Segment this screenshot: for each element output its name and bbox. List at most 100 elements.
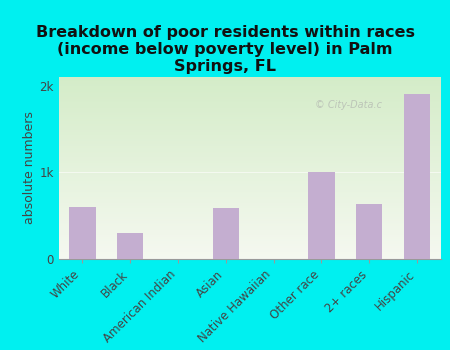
Bar	[58, 148, 441, 150]
Bar	[58, 159, 441, 161]
Bar	[58, 110, 441, 112]
Bar	[58, 188, 441, 190]
Bar	[58, 244, 441, 246]
Bar	[58, 190, 441, 192]
Bar	[58, 172, 441, 174]
Bar	[58, 95, 441, 97]
Bar	[58, 113, 441, 115]
Bar	[58, 224, 441, 226]
Bar	[58, 122, 441, 124]
Bar	[58, 248, 441, 250]
Bar	[58, 103, 441, 104]
Bar	[58, 84, 441, 86]
Bar	[58, 170, 441, 172]
Bar	[58, 199, 441, 201]
Bar	[58, 164, 441, 166]
Bar	[58, 128, 441, 130]
Bar	[58, 77, 441, 79]
Bar	[58, 79, 441, 80]
Bar	[58, 210, 441, 212]
Bar	[58, 257, 441, 259]
Bar	[58, 104, 441, 106]
Bar	[58, 137, 441, 139]
Bar	[58, 93, 441, 95]
Bar	[58, 212, 441, 214]
Bar	[58, 206, 441, 208]
Bar	[58, 157, 441, 159]
Bar	[58, 132, 441, 133]
Bar	[58, 126, 441, 128]
Bar	[58, 99, 441, 101]
Bar	[58, 155, 441, 157]
Bar	[58, 174, 441, 175]
Bar	[58, 130, 441, 132]
Bar	[58, 177, 441, 179]
Bar	[58, 217, 441, 219]
Bar	[58, 166, 441, 168]
Bar	[58, 97, 441, 99]
Bar	[58, 135, 441, 137]
Bar	[58, 203, 441, 204]
Y-axis label: absolute numbers: absolute numbers	[23, 112, 36, 224]
Bar	[58, 108, 441, 110]
Bar	[58, 228, 441, 230]
Bar	[58, 168, 441, 170]
Bar	[58, 153, 441, 155]
Bar	[58, 252, 441, 253]
Bar	[58, 83, 441, 84]
Bar	[308, 172, 335, 259]
Bar	[58, 184, 441, 186]
Bar	[58, 152, 441, 153]
Bar	[58, 121, 441, 122]
Bar	[58, 80, 441, 83]
Bar	[58, 192, 441, 194]
Bar	[58, 179, 441, 181]
Bar	[58, 246, 441, 248]
Bar	[58, 237, 441, 239]
Bar	[58, 144, 441, 146]
Text: Breakdown of poor residents within races
(income below poverty level) in Palm
Sp: Breakdown of poor residents within races…	[36, 25, 414, 74]
Bar	[58, 221, 441, 223]
Bar	[58, 150, 441, 152]
Bar	[117, 233, 144, 259]
Bar	[58, 219, 441, 221]
Bar	[58, 226, 441, 228]
Bar	[58, 88, 441, 90]
Bar	[58, 239, 441, 241]
Bar	[58, 233, 441, 235]
Bar	[58, 230, 441, 232]
Bar	[356, 204, 382, 259]
Bar	[58, 124, 441, 126]
Bar	[69, 207, 95, 259]
Bar	[58, 215, 441, 217]
Bar	[58, 208, 441, 210]
Bar	[58, 139, 441, 141]
Bar	[58, 86, 441, 88]
Bar	[58, 214, 441, 215]
Bar	[58, 112, 441, 113]
Bar	[58, 92, 441, 93]
Bar	[58, 186, 441, 188]
Bar	[58, 90, 441, 92]
Bar	[58, 232, 441, 233]
Bar	[58, 101, 441, 103]
Bar	[58, 117, 441, 119]
Bar	[58, 106, 441, 108]
Bar	[58, 181, 441, 183]
Bar	[58, 235, 441, 237]
Bar	[58, 253, 441, 256]
Bar	[58, 201, 441, 203]
Bar	[58, 141, 441, 142]
Bar	[58, 146, 441, 148]
Bar	[58, 115, 441, 117]
Bar	[58, 119, 441, 121]
Bar	[58, 223, 441, 224]
Bar	[58, 194, 441, 195]
Bar	[404, 94, 430, 259]
Bar	[58, 183, 441, 184]
Bar	[58, 197, 441, 199]
Bar	[58, 250, 441, 252]
Bar	[58, 161, 441, 162]
Bar	[58, 133, 441, 135]
Bar	[58, 142, 441, 144]
